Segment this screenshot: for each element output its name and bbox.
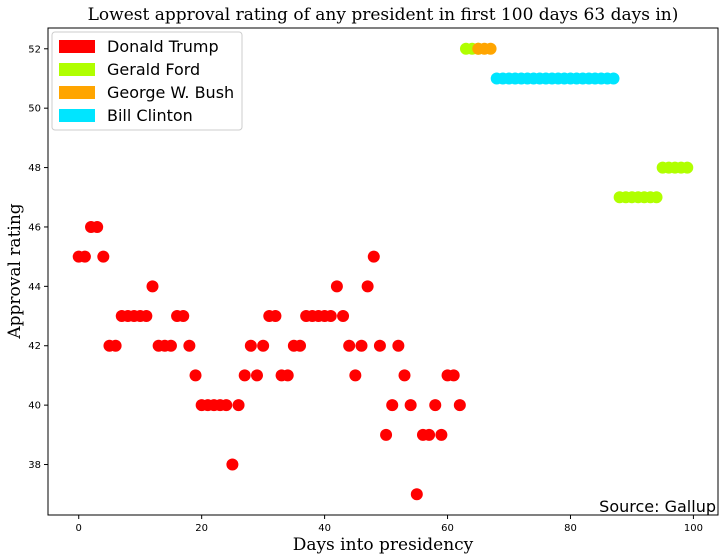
point-series-0-4 <box>97 250 110 263</box>
point-series-0-36 <box>294 339 307 352</box>
data-points <box>72 42 694 501</box>
point-series-0-43 <box>337 310 350 323</box>
point-series-0-25 <box>226 458 239 471</box>
point-series-0-62 <box>453 399 466 412</box>
point-series-0-55 <box>410 488 423 501</box>
point-series-0-48 <box>367 250 380 263</box>
point-series-0-47 <box>361 280 374 293</box>
point-series-0-17 <box>177 310 190 323</box>
legend-label-0: Donald Trump <box>107 37 219 56</box>
point-series-0-49 <box>373 339 386 352</box>
point-series-0-24 <box>220 399 233 412</box>
legend-swatch-1 <box>59 63 95 76</box>
source-annotation: Source: Gallup <box>599 497 716 516</box>
x-tick-label-1: 20 <box>195 523 208 534</box>
legend-swatch-3 <box>59 109 95 122</box>
point-series-3-19 <box>607 72 620 85</box>
point-series-0-50 <box>380 428 393 441</box>
y-tick-label-6: 50 <box>28 104 41 115</box>
y-tick-label-3: 44 <box>28 282 41 293</box>
point-series-0-15 <box>164 339 177 352</box>
y-tick-label-4: 46 <box>28 222 41 233</box>
legend-label-2: George W. Bush <box>107 83 234 102</box>
point-series-0-58 <box>429 399 442 412</box>
legend-frame <box>51 31 243 131</box>
point-series-0-46 <box>355 339 368 352</box>
point-series-0-57 <box>423 428 436 441</box>
point-series-0-11 <box>140 310 153 323</box>
x-axis-ticks: 0 20 40 60 80 100 <box>76 515 703 534</box>
x-tick-label-4: 80 <box>564 523 577 534</box>
point-series-0-6 <box>109 339 122 352</box>
point-series-0-28 <box>244 339 257 352</box>
point-series-0-30 <box>257 339 270 352</box>
point-series-0-61 <box>447 369 460 382</box>
point-series-1-14 <box>681 161 694 174</box>
point-series-0-45 <box>349 369 362 382</box>
point-series-0-1 <box>78 250 91 263</box>
point-series-0-52 <box>392 339 405 352</box>
point-series-0-3 <box>91 220 104 233</box>
point-series-1-9 <box>650 191 663 204</box>
y-tick-label-7: 52 <box>28 44 41 55</box>
x-tick-label-0: 0 <box>76 523 82 534</box>
point-series-0-59 <box>435 428 448 441</box>
legend-swatch-0 <box>59 40 95 53</box>
legend-label-1: Gerald Ford <box>107 60 200 79</box>
x-axis-label: Days into presidency <box>293 535 474 555</box>
point-series-0-18 <box>183 339 196 352</box>
chart-title: Lowest approval rating of any president … <box>88 5 679 25</box>
y-axis-ticks: 38 40 42 44 46 48 50 52 <box>28 44 48 471</box>
y-tick-label-5: 48 <box>28 163 41 174</box>
point-series-0-42 <box>330 280 343 293</box>
y-tick-label-1: 40 <box>28 401 41 412</box>
y-axis-label: Approval rating <box>5 203 25 339</box>
point-series-0-41 <box>324 310 337 323</box>
point-series-0-44 <box>343 339 356 352</box>
point-series-0-12 <box>146 280 159 293</box>
point-series-0-54 <box>404 399 417 412</box>
point-series-0-51 <box>386 399 399 412</box>
x-tick-label-2: 40 <box>318 523 331 534</box>
point-series-0-53 <box>398 369 411 382</box>
point-series-0-26 <box>232 399 245 412</box>
point-series-0-34 <box>281 369 294 382</box>
plot-frame <box>47 27 719 516</box>
point-series-0-27 <box>238 369 251 382</box>
y-tick-label-0: 38 <box>28 460 41 471</box>
x-tick-label-3: 60 <box>441 523 454 534</box>
y-tick-label-2: 42 <box>28 341 41 352</box>
point-series-0-29 <box>250 369 263 382</box>
x-tick-label-5: 100 <box>684 523 703 534</box>
point-series-2-2 <box>484 42 497 55</box>
legend-label-3: Bill Clinton <box>107 106 193 125</box>
point-series-0-32 <box>269 310 282 323</box>
legend: Donald Trump Gerald Ford George W. Bush Bil… <box>51 31 243 131</box>
point-series-0-19 <box>189 369 202 382</box>
legend-swatch-2 <box>59 86 95 99</box>
